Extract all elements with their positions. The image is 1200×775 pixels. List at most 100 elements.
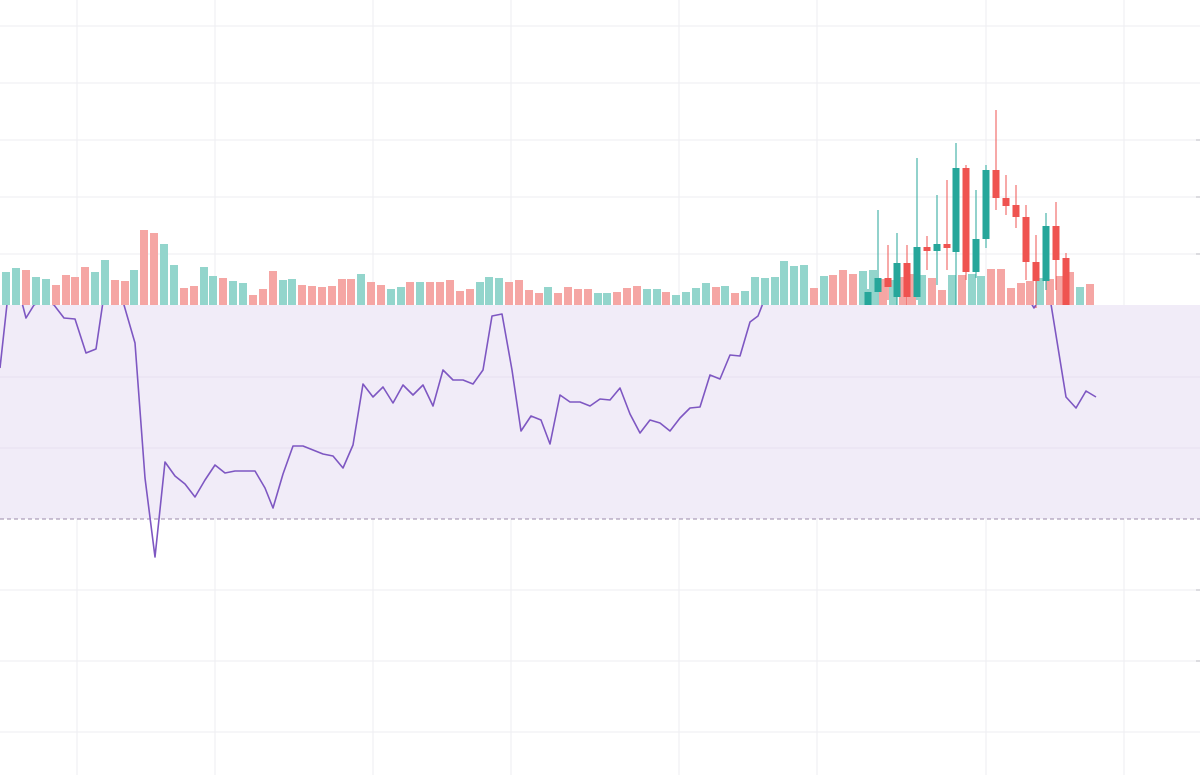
volume-bar <box>574 289 582 305</box>
volume-bar <box>150 233 158 305</box>
volume-bar <box>52 285 60 305</box>
volume-bar <box>1026 281 1034 305</box>
volume-bar <box>918 275 926 305</box>
volume-bar <box>859 271 867 305</box>
candle-body <box>952 168 960 252</box>
volume-bar <box>269 271 277 305</box>
candle-body <box>884 278 892 287</box>
candle-body <box>923 247 931 251</box>
volume-bar <box>377 285 385 305</box>
grid <box>0 376 1200 449</box>
volume-bar <box>761 278 769 305</box>
volume-bar <box>849 274 857 305</box>
volume-bar <box>318 287 326 305</box>
volume-bar <box>288 279 296 305</box>
volume-bar <box>200 267 208 305</box>
volume-bar <box>1086 284 1094 305</box>
volume-bar <box>948 275 956 305</box>
volume-bar <box>662 292 670 305</box>
volume-bar <box>81 267 89 305</box>
volume-bar <box>535 293 543 305</box>
volume-bar <box>259 289 267 305</box>
candle-body <box>913 247 921 297</box>
volume-bar <box>869 270 877 305</box>
volume-bar <box>515 280 523 305</box>
volume-bar <box>564 287 572 305</box>
volume-bar <box>584 289 592 305</box>
volume-bar <box>485 277 493 305</box>
candle-body <box>972 239 980 272</box>
volume-bar <box>987 269 995 305</box>
volume-bar <box>328 286 336 305</box>
volume-bar <box>672 295 680 305</box>
volume-bar <box>406 282 414 305</box>
volume-bar <box>466 289 474 305</box>
volume-bar <box>751 277 759 305</box>
volume-bar <box>682 292 690 305</box>
volume-bar <box>544 287 552 305</box>
volume-bar <box>829 275 837 305</box>
volume-bar <box>180 288 188 305</box>
rsi-band <box>0 305 1200 519</box>
candle-body <box>903 263 911 297</box>
volume-layer <box>2 230 1094 305</box>
volume-bar <box>879 279 887 305</box>
volume-bar <box>308 286 316 305</box>
volume-bar <box>780 261 788 305</box>
volume-bar <box>279 280 287 305</box>
volume-bar <box>71 277 79 305</box>
volume-bar <box>1046 279 1054 305</box>
volume-bar <box>623 288 631 305</box>
volume-bar <box>839 270 847 305</box>
candle-body <box>933 244 941 251</box>
volume-bar <box>721 286 729 305</box>
volume-bar <box>416 282 424 305</box>
volume-bar <box>121 281 129 305</box>
volume-bar <box>889 280 897 305</box>
volume-bar <box>633 286 641 305</box>
volume-bar <box>446 280 454 305</box>
candle-body <box>982 170 990 239</box>
volume-bar <box>731 293 739 305</box>
candle-body <box>1052 226 1060 260</box>
volume-bar <box>62 275 70 305</box>
volume-bar <box>367 282 375 305</box>
volume-bar <box>495 278 503 305</box>
volume-bar <box>771 277 779 305</box>
volume-bar <box>938 290 946 305</box>
volume-bar <box>800 265 808 305</box>
volume-bar <box>1056 276 1064 305</box>
volume-bar <box>249 295 257 305</box>
volume-bar <box>397 287 405 305</box>
volume-bar <box>347 279 355 305</box>
volume-bar <box>712 287 720 305</box>
volume-bar <box>101 260 109 305</box>
volume-bar <box>436 282 444 305</box>
volume-bar <box>505 282 513 305</box>
volume-bar <box>1017 283 1025 305</box>
volume-bar <box>130 270 138 305</box>
candle-body <box>874 278 882 292</box>
candle-body <box>1042 226 1050 281</box>
candle-body <box>1002 198 1010 206</box>
volume-bar <box>42 279 50 305</box>
volume-bar <box>968 274 976 305</box>
volume-bar <box>810 288 818 305</box>
volume-bar <box>790 266 798 305</box>
volume-bar <box>554 293 562 305</box>
volume-bar <box>160 244 168 305</box>
volume-bar <box>928 278 936 305</box>
volume-bar <box>456 291 464 305</box>
volume-bar <box>1007 288 1015 305</box>
candle-body <box>893 263 901 297</box>
volume-bar <box>1036 278 1044 305</box>
candle-body <box>962 168 970 272</box>
candle-body <box>1062 258 1070 305</box>
volume-bar <box>1076 287 1084 305</box>
volume-bar <box>977 276 985 305</box>
volume-bar <box>1066 272 1074 305</box>
candle-body <box>992 170 1000 198</box>
rsi-line <box>0 305 1097 558</box>
volume-bar <box>140 230 148 305</box>
rsi-layer <box>0 305 1097 558</box>
